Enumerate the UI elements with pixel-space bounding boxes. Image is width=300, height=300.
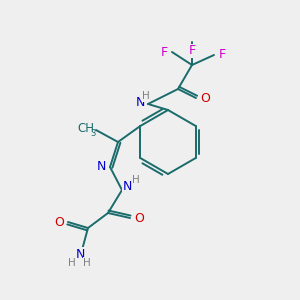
Text: F: F (188, 44, 196, 58)
Text: H: H (142, 91, 150, 101)
Text: F: F (218, 49, 226, 62)
Text: H: H (83, 258, 91, 268)
Text: O: O (134, 212, 144, 224)
Text: CH: CH (77, 122, 94, 134)
Text: O: O (200, 92, 210, 104)
Text: H: H (132, 175, 140, 185)
Text: N: N (135, 97, 145, 110)
Text: N: N (96, 160, 106, 173)
Text: H: H (68, 258, 76, 268)
Text: F: F (160, 46, 168, 59)
Text: N: N (122, 179, 132, 193)
Text: N: N (75, 248, 85, 260)
Text: 3: 3 (90, 128, 96, 137)
Text: O: O (54, 215, 64, 229)
